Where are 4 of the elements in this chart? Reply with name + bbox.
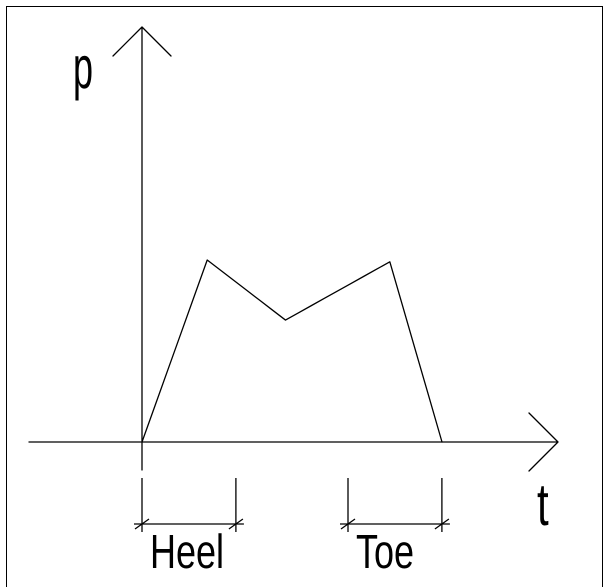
text: Toe <box>356 526 414 579</box>
y-axis-title: p <box>73 34 94 101</box>
x-axis-title: t <box>537 471 549 538</box>
text: Heel <box>150 526 224 579</box>
